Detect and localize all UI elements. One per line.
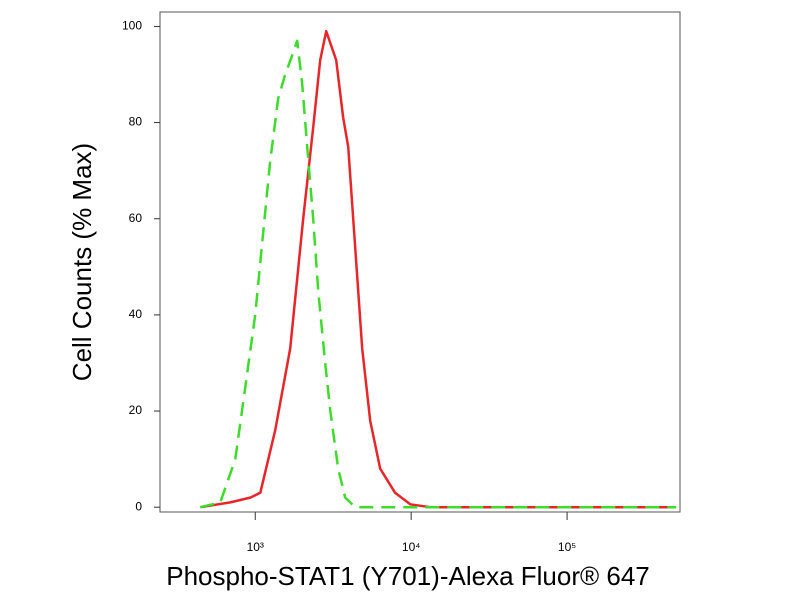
- x-tick-label: 10³: [247, 540, 264, 554]
- y-tick-label: 0: [135, 499, 142, 513]
- series-line: [200, 29, 677, 509]
- y-tick-label: 20: [129, 403, 143, 417]
- y-tick-label: 100: [122, 19, 142, 33]
- series-line: [200, 39, 677, 509]
- y-axis-label: Cell Counts (% Max): [67, 143, 97, 381]
- x-tick-label: 10⁴: [402, 540, 421, 554]
- y-tick-label: 60: [129, 211, 143, 225]
- plot-frame: [159, 11, 681, 513]
- x-tick-label: 10⁵: [558, 540, 576, 554]
- y-tick-label: 80: [129, 115, 143, 129]
- x-axis-label: Phospho-STAT1 (Y701)-Alexa Fluor® 647: [166, 561, 650, 591]
- y-tick-label: 40: [129, 307, 143, 321]
